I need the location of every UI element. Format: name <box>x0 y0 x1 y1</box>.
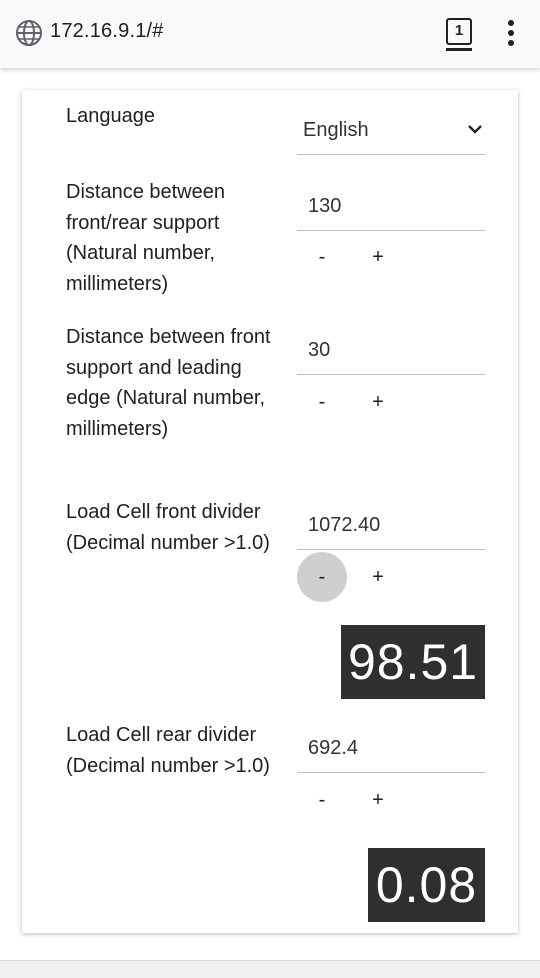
rear-divider-label: Load Cell rear divider (Decimal number >… <box>66 724 270 777</box>
url-field[interactable]: 172.16.9.1/# <box>50 20 164 42</box>
globe-icon <box>16 20 42 46</box>
support-distance-increment-button[interactable]: + <box>372 246 384 268</box>
tab-switcher-icon[interactable]: 1 <box>446 18 472 45</box>
language-select[interactable]: English <box>297 113 485 155</box>
browser-toolbar: 172.16.9.1/# 1 <box>0 0 540 68</box>
front-divider-label: Load Cell front divider (Decimal number … <box>66 501 270 554</box>
rear-load-readout: 0.08 <box>368 848 485 922</box>
front-divider-decrement-button[interactable]: - <box>297 552 347 602</box>
system-bottom-bar <box>0 960 540 978</box>
front-divider-increment-button[interactable]: + <box>372 566 384 588</box>
front-divider-input[interactable]: 1072.40 <box>297 508 485 550</box>
rear-divider-decrement-button[interactable]: - <box>318 789 326 811</box>
leading-edge-distance-input[interactable]: 30 <box>297 333 485 375</box>
rear-divider-input[interactable]: 692.4 <box>297 731 485 773</box>
leading-edge-distance-increment-button[interactable]: + <box>372 391 384 413</box>
support-distance-decrement-button[interactable]: - <box>318 246 326 268</box>
language-select-value: English <box>303 119 369 141</box>
rear-divider-increment-button[interactable]: + <box>372 789 384 811</box>
support-distance-label: Distance between front/rear support (Nat… <box>66 181 225 296</box>
leading-edge-distance-decrement-button[interactable]: - <box>318 391 326 413</box>
front-load-readout: 98.51 <box>341 625 485 699</box>
more-vert-icon[interactable] <box>502 20 522 46</box>
language-label: Language <box>66 105 155 127</box>
leading-edge-distance-label: Distance between front support and leadi… <box>66 326 271 441</box>
chevron-down-icon <box>468 125 482 134</box>
tab-switcher-underline <box>446 48 472 51</box>
support-distance-input[interactable]: 130 <box>297 189 485 231</box>
